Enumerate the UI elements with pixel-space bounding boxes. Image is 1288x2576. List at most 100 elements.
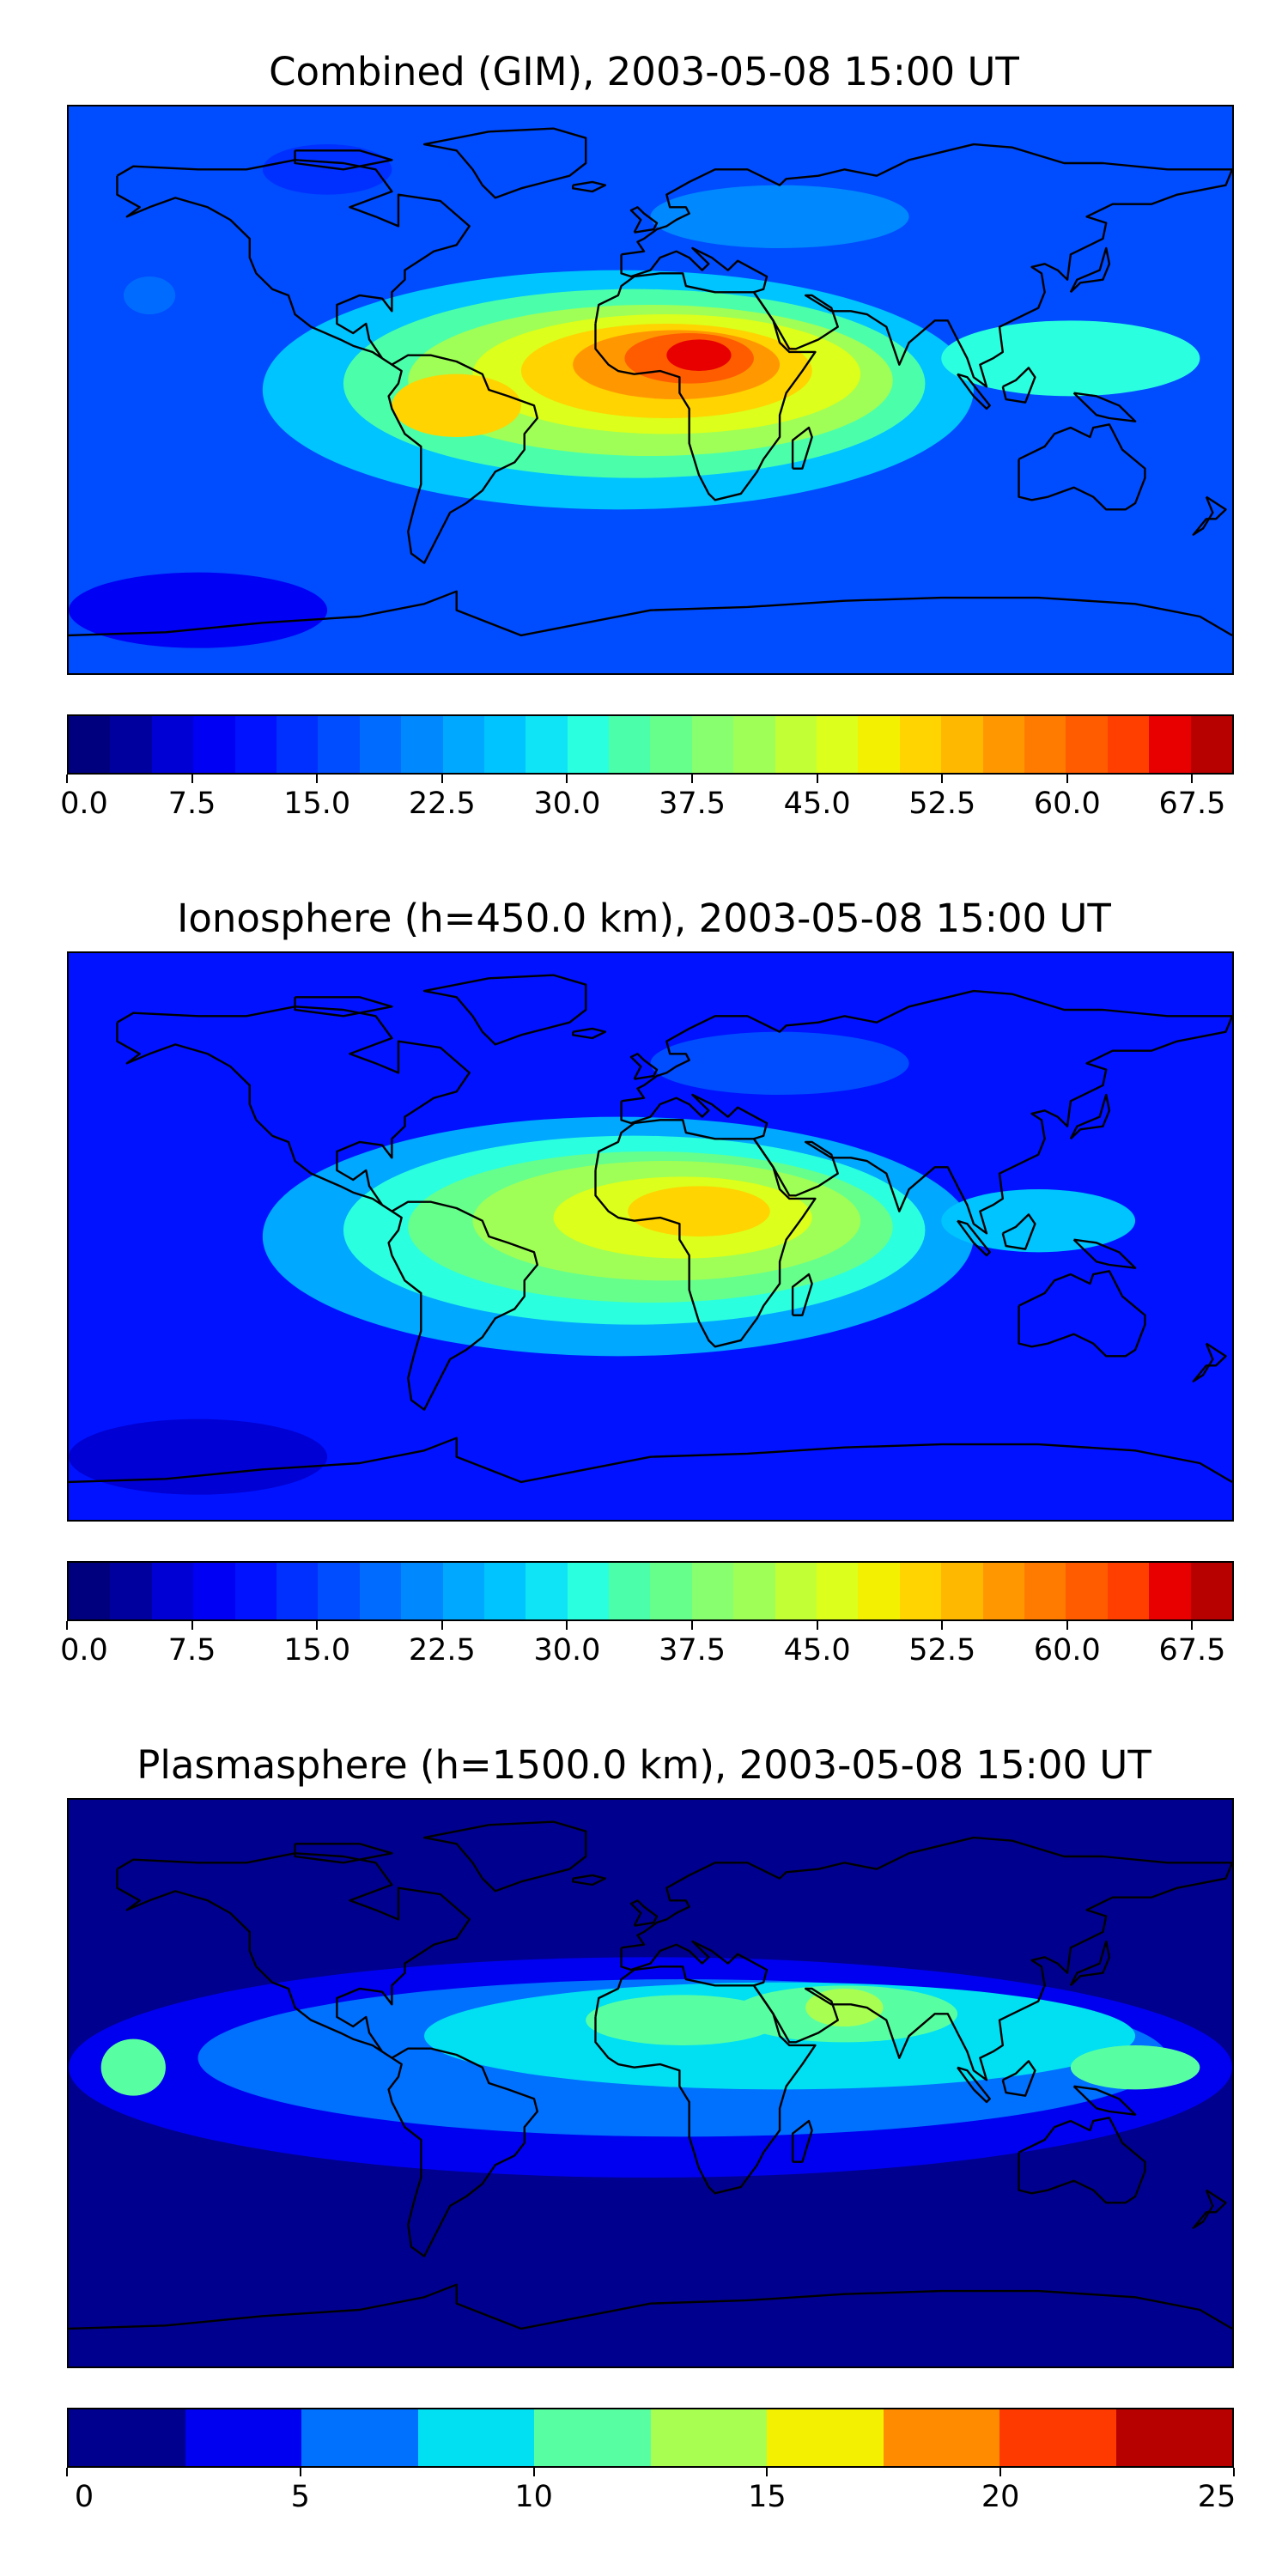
panel-1-title: Combined (GIM), 2003-05-08 15:00 UT: [269, 49, 1019, 94]
contour-region-8: [805, 1989, 884, 2026]
colorbar-segment-24: [1024, 716, 1066, 773]
coastline-antarctica: [69, 1437, 1232, 1484]
contour-region-13: [392, 374, 521, 437]
colorbar-segment-10: [442, 716, 484, 773]
colorbar-tick-label: 45.0: [783, 787, 851, 821]
colorbar-segment-5: [534, 2409, 651, 2466]
colorbar-tick-label: 67.5: [1158, 787, 1226, 821]
panel-3-map-svg: [69, 1800, 1232, 2366]
colorbar-tick: [66, 2468, 68, 2476]
colorbar-segment-26: [1107, 1563, 1150, 1619]
contour-region-14: [69, 572, 328, 648]
contour-region-1: [650, 1031, 909, 1095]
contour-region-5: [586, 1995, 781, 2045]
colorbar-segment-5: [234, 1563, 276, 1619]
coastline-australia: [1018, 1270, 1146, 1358]
colorbar-tick: [316, 1621, 319, 1630]
colorbar-tick-label: 7.5: [167, 787, 216, 821]
colorbar-segment-4: [417, 2409, 534, 2466]
coastline-new-zealand: [1192, 1342, 1227, 1382]
coastline-iceland: [571, 1874, 607, 1886]
colorbar-segment-11: [483, 1563, 526, 1619]
coastline-eurasia: [620, 143, 1232, 388]
colorbar-tick: [1066, 775, 1068, 783]
colorbar-tick: [316, 775, 319, 783]
colorbar-tick-label: 22.5: [408, 1633, 476, 1668]
colorbar-tick-label: 5: [290, 2480, 310, 2514]
coastline-madagascar: [791, 2119, 813, 2163]
colorbar-segment-8: [883, 2409, 999, 2466]
coastline-iceland: [571, 180, 607, 193]
panel-3-title: Plasmasphere (h=1500.0 km), 2003-05-08 1…: [137, 1742, 1151, 1788]
coastline-australia: [1018, 2117, 1146, 2204]
colorbar-segment-3: [151, 1563, 194, 1619]
colorbar-segment-26: [1107, 716, 1150, 773]
colorbar-tick: [1233, 2468, 1235, 2476]
colorbar-tick-label: 10: [514, 2480, 553, 2514]
colorbar-segment-11: [483, 716, 526, 773]
colorbar-tick: [566, 1621, 568, 1630]
colorbar-tick-label: 30.0: [533, 787, 601, 821]
colorbar-tick-label: 60.0: [1033, 787, 1101, 821]
contour-region-12: [941, 320, 1200, 397]
colorbar-segment-21: [899, 1563, 942, 1619]
coastline-japan: [1069, 246, 1111, 294]
colorbar-tick: [66, 1621, 68, 1630]
colorbar-tick-label: 52.5: [908, 1633, 976, 1668]
colorbar-tick-label: 7.5: [167, 1633, 216, 1668]
colorbar-segment-20: [858, 1563, 900, 1619]
coastline-africa: [594, 1119, 817, 1348]
colorbar-segment-16: [691, 716, 734, 773]
coastline-new-zealand: [1192, 2189, 1227, 2229]
colorbar-tick-label: 20: [981, 2480, 1020, 2514]
colorbar-segment-8: [359, 1563, 402, 1619]
coastline-africa: [594, 1965, 817, 2195]
colorbar-tick-label: 0.0: [60, 1633, 108, 1668]
coastline-iceland: [571, 1027, 607, 1040]
colorbar-tick: [691, 775, 694, 783]
coastline-greenland: [422, 1820, 587, 1893]
colorbar-segment-13: [567, 716, 610, 773]
colorbar-tick-label: 0.0: [60, 787, 108, 821]
coastline-japan: [1069, 1940, 1111, 1987]
colorbar-segment-15: [650, 1563, 692, 1619]
coastline-arctic-islands: [294, 149, 393, 171]
panel-2-map: [67, 951, 1234, 1522]
coastline-greenland: [422, 974, 587, 1046]
contour-region-9: [69, 1419, 328, 1495]
colorbar-segment-22: [941, 716, 983, 773]
coastline-new-guinea: [1072, 392, 1137, 422]
coastline-africa: [594, 272, 817, 501]
coastline-new-guinea: [1072, 2085, 1137, 2116]
colorbar-segment-14: [609, 1563, 651, 1619]
coastline-new-zealand: [1192, 495, 1227, 536]
colorbar-segment-9: [401, 716, 443, 773]
contour-region-4: [100, 2038, 166, 2096]
panel-3-colorbar-ticks: 0 5 10 15 20 25: [66, 2468, 1236, 2514]
coastline-britain: [629, 206, 659, 234]
colorbar-segment-1: [69, 1563, 111, 1619]
colorbar-segment-4: [193, 716, 235, 773]
colorbar-segment-25: [1066, 1563, 1108, 1619]
colorbar-segment-9: [999, 2409, 1116, 2466]
colorbar-tick: [1066, 1621, 1068, 1630]
panel-3-map: [67, 1798, 1234, 2368]
panel-2-map-svg: [69, 953, 1232, 1520]
coastline-eurasia: [620, 1836, 1232, 2081]
colorbar-segment-18: [775, 1563, 817, 1619]
colorbar-segment-12: [526, 716, 568, 773]
colorbar-tick-label: 15.0: [283, 787, 351, 821]
colorbar-tick: [191, 1621, 193, 1630]
coastline-new-guinea: [1072, 1238, 1137, 1269]
panel-2-colorbar: [67, 1561, 1234, 1621]
coastline-australia: [1018, 423, 1146, 511]
colorbar-segment-27: [1149, 1563, 1191, 1619]
coastline-sumatra: [957, 1219, 991, 1257]
colorbar-segment-1: [69, 2409, 185, 2466]
colorbar-tick: [299, 2468, 301, 2476]
colorbar-tick-label: 0: [74, 2480, 94, 2514]
colorbar-tick-label: 45.0: [783, 1633, 851, 1668]
colorbar-tick-label: 15.0: [283, 1633, 351, 1668]
colorbar-segment-3: [301, 2409, 418, 2466]
colorbar-tick: [566, 775, 568, 783]
